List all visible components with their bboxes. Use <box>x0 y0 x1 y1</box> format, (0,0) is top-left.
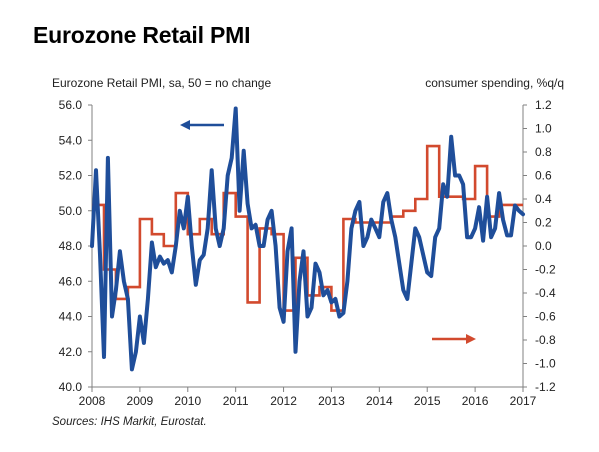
x-tick-label: 2012 <box>270 394 297 408</box>
left-axis-arrowhead-icon <box>180 120 190 130</box>
retail-pmi-line <box>90 106 525 372</box>
left-tick-label: 50.0 <box>59 204 83 218</box>
right-tick-label: -0.6 <box>535 310 556 324</box>
x-tick-label: 2008 <box>79 394 106 408</box>
x-tick-label: 2017 <box>510 394 537 408</box>
x-tick-label: 2014 <box>366 394 393 408</box>
consumer-spending-line <box>92 144 523 312</box>
left-tick-label: 44.0 <box>59 310 83 324</box>
right-tick-label: 0.8 <box>535 145 552 159</box>
x-tick-label: 2016 <box>462 394 489 408</box>
x-tick-label: 2015 <box>414 394 441 408</box>
right-tick-label: 1.2 <box>535 98 552 112</box>
source-note: Sources: IHS Markit, Eurostat. <box>52 416 207 428</box>
x-tick-label: 2010 <box>174 394 201 408</box>
right-tick-label: -1.0 <box>535 357 556 371</box>
x-tick-label: 2013 <box>318 394 345 408</box>
right-tick-label: -1.2 <box>535 380 556 394</box>
left-tick-label: 56.0 <box>59 98 83 112</box>
right-tick-label: -0.8 <box>535 333 556 347</box>
left-tick-label: 40.0 <box>59 380 83 394</box>
left-tick-label: 54.0 <box>59 133 83 147</box>
left-tick-label: 46.0 <box>59 274 83 288</box>
right-tick-label: 0.6 <box>535 169 552 183</box>
right-tick-label: -0.2 <box>535 263 556 277</box>
right-tick-label: 0.4 <box>535 192 552 206</box>
right-tick-label: 0.2 <box>535 216 552 230</box>
left-tick-label: 48.0 <box>59 239 83 253</box>
left-tick-label: 52.0 <box>59 169 83 183</box>
right-tick-label: 1.0 <box>535 122 552 136</box>
right-axis-arrowhead-icon <box>466 334 476 344</box>
x-tick-label: 2009 <box>127 394 154 408</box>
right-tick-label: 0.0 <box>535 239 552 253</box>
left-tick-label: 42.0 <box>59 345 83 359</box>
chart-title: Eurozone Retail PMI <box>33 22 251 48</box>
left-axis-label: Eurozone Retail PMI, sa, 50 = no change <box>52 76 272 90</box>
right-tick-label: -0.4 <box>535 286 556 300</box>
x-tick-label: 2011 <box>223 394 249 408</box>
right-axis-label: consumer spending, %q/q <box>425 76 564 90</box>
